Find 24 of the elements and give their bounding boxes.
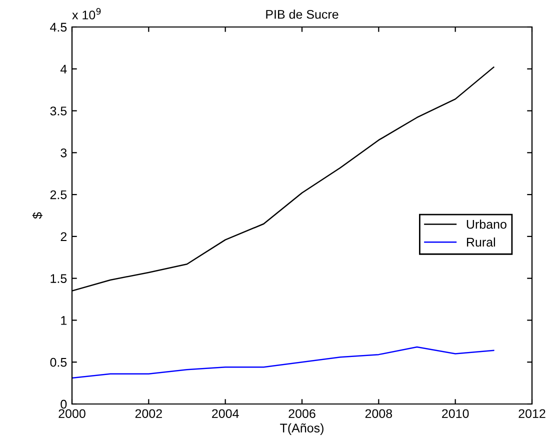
text: x 10$^{9}$	[72, 8, 101, 20]
y-tick-label: 0	[60, 400, 67, 409]
y-tick-label: 3	[60, 148, 67, 158]
y-tick-label: 4	[60, 64, 67, 74]
x-axis-title: T(Años)	[280, 423, 324, 435]
y-axis-title: $	[32, 212, 42, 219]
y-tick-label: 1	[61, 316, 67, 325]
x-tick-label: 2008	[365, 409, 392, 418]
x-tick-label: 2002	[135, 409, 162, 418]
line-series	[72, 346, 494, 379]
x-tick-label: 2006	[288, 409, 316, 418]
y-tick-label: 3.5	[50, 106, 67, 116]
y-tick-label: 1.5	[50, 274, 67, 283]
x-tick-label: 2004	[212, 409, 239, 418]
y-tick-label: 2	[60, 232, 67, 241]
x-tick-label: 2012	[518, 409, 546, 418]
x-tick-label: 2010	[442, 409, 469, 418]
y-tick-label: 0.5	[50, 358, 67, 367]
y-tick-label: 4.5	[50, 22, 67, 32]
chart-title: PIB de Sucre	[266, 10, 338, 19]
x-tick-label: 2000	[58, 409, 86, 418]
legend-label: Rural	[466, 237, 495, 247]
y-tick-label: 2.5	[50, 190, 67, 200]
legend-label: Urbano	[466, 220, 506, 229]
